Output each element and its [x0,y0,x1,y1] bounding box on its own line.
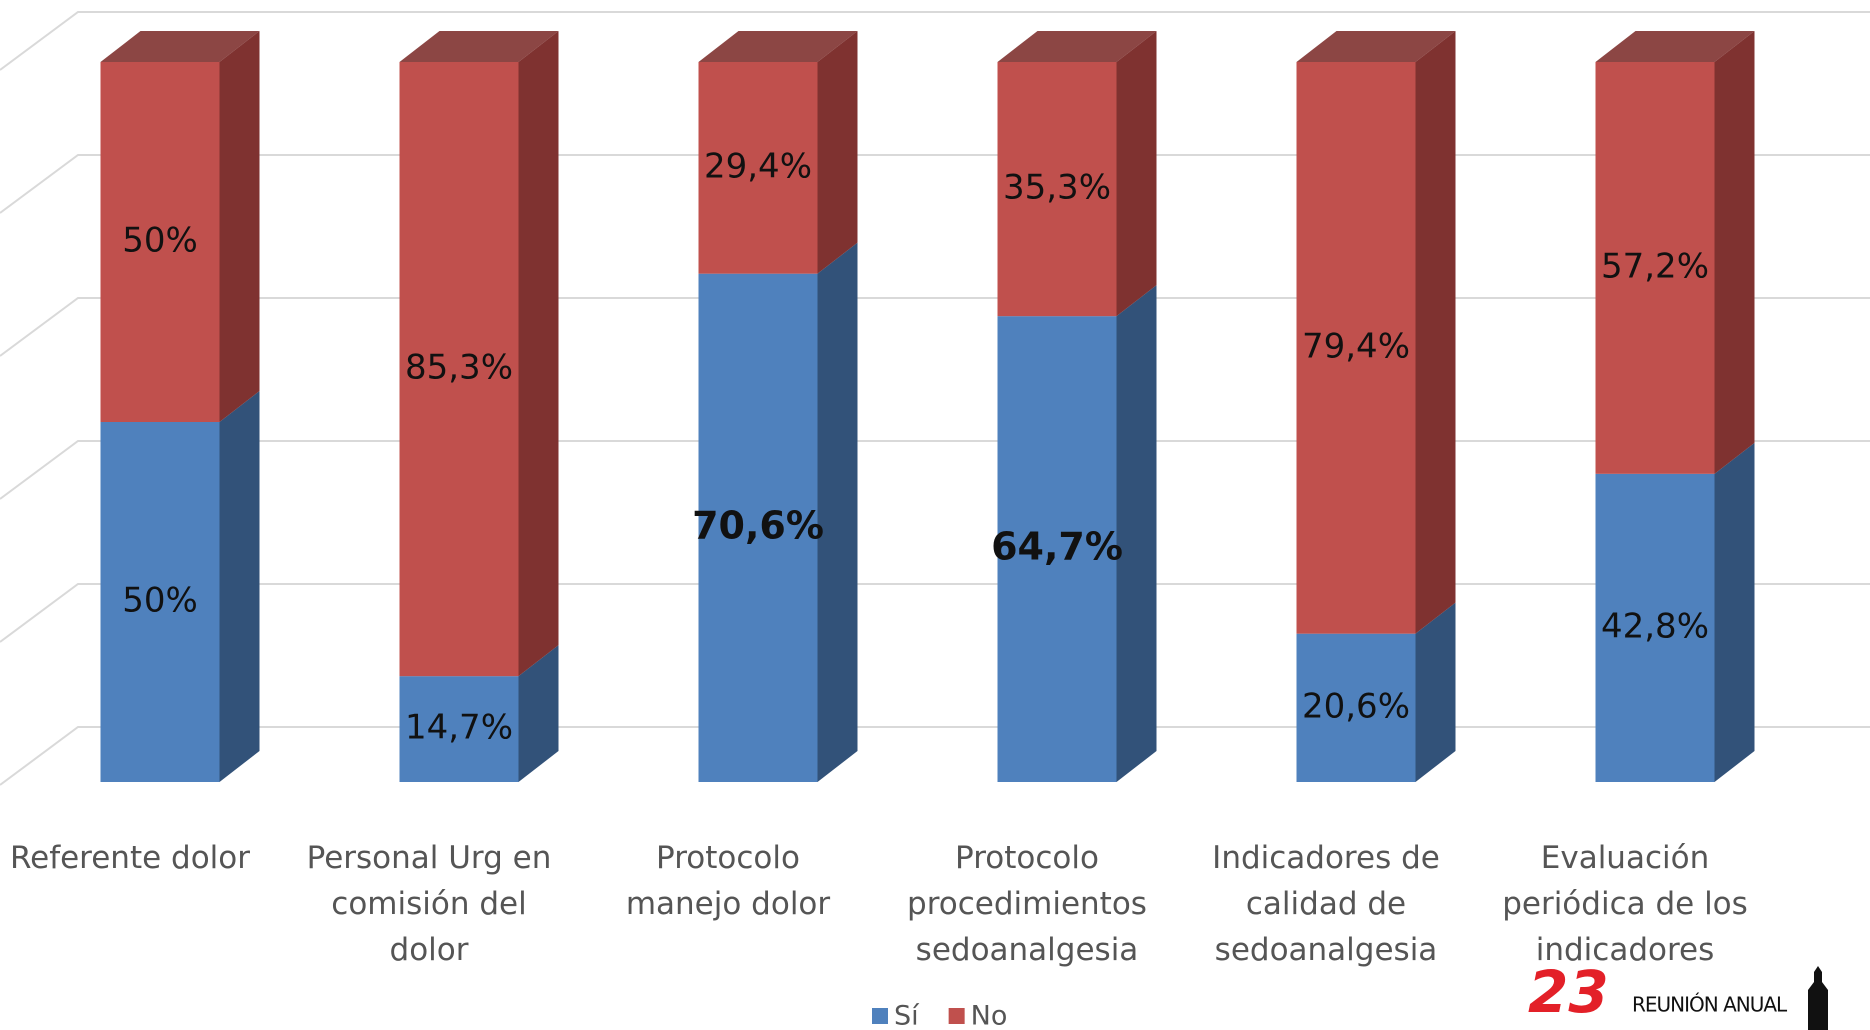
logo-text: REUNIÓN ANUAL [1632,993,1788,1017]
value-label: 85,3% [405,348,513,388]
value-label: 64,7% [991,525,1123,569]
value-label: 14,7% [405,708,513,748]
bar-segment [997,62,1117,317]
value-label: 42,8% [1601,606,1709,646]
bar-segment [100,62,220,422]
bar-top [698,31,858,62]
bar-side [1415,31,1456,634]
bar-segment [997,316,1117,782]
x-tick-label: Evaluación periódica de los indicadores [1502,840,1748,968]
bar-segment [1296,633,1416,782]
grid-line [0,11,1870,71]
bar-segment [698,273,818,782]
legend-label: Sí [894,1001,920,1030]
grid-line [0,583,1870,643]
bar-side [1116,31,1157,317]
value-label: 29,4% [704,146,812,186]
bar-segment [698,62,818,274]
grid-line [0,297,1870,357]
x-tick-label: Protocolo manejo dolor [625,840,831,922]
grid-line [0,154,1870,214]
bar-segment [1296,62,1416,634]
x-tick-label: Protocolo procedimientos sedoanalgesia [907,840,1147,968]
x-tick-label: Personal Urg en comisión del dolor [306,840,552,968]
bar-side [1415,602,1456,782]
bar-top [997,31,1157,62]
value-label: 79,4% [1302,326,1410,366]
bar-side [518,31,559,677]
bar-top [1595,31,1755,62]
bar-top [399,31,559,62]
legend-swatch [872,1008,888,1024]
bar-side [219,31,260,422]
grid-line [0,440,1870,500]
bar-top [1296,31,1456,62]
bar-segment [1595,473,1715,782]
bar-side [1116,285,1157,782]
bar-side [219,391,260,782]
value-label: 70,6% [692,503,824,547]
bar-side [817,31,858,274]
bar-segment [399,676,519,782]
value-label: 57,2% [1601,246,1709,286]
bar-side [1714,442,1755,782]
value-label: 50% [122,221,198,261]
x-tick-label: Referente dolor [9,840,251,876]
legend-swatch [948,1008,965,1024]
bar-top [100,31,260,62]
bar-segment [100,422,220,782]
x-tick-label: Indicadores de calidad de sedoanalgesia [1212,840,1440,968]
value-label: 20,6% [1302,686,1410,726]
legend-label: No [971,1001,1008,1030]
bar-side [817,242,858,782]
bar-segment [1595,62,1715,474]
grid-line [0,726,1870,786]
bar-segment [399,62,519,677]
value-label: 35,3% [1003,168,1111,208]
logo-number: 23 [1528,958,1609,1026]
logo-tower [1808,966,1828,1030]
bar-side [518,645,559,782]
value-label: 50% [122,581,198,621]
bar-side [1714,31,1755,474]
